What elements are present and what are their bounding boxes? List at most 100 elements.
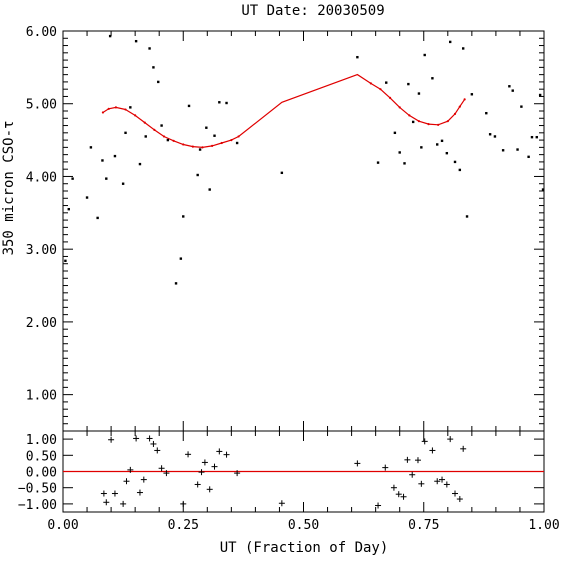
tau-point [144, 135, 147, 138]
tau-point [458, 168, 462, 172]
fit-point [134, 114, 137, 117]
tau-point [174, 282, 178, 285]
residual-y-tick-label: 1.00 [26, 433, 57, 448]
residual-point [421, 438, 428, 445]
fit-point [237, 135, 240, 138]
residual-point [136, 489, 143, 496]
tau-point [108, 34, 112, 38]
tau-point [196, 173, 199, 177]
tau-point [420, 146, 423, 149]
x-axis-label: UT (Fraction of Day) [220, 540, 389, 556]
tau-point [96, 216, 99, 220]
tau-point [148, 47, 151, 50]
residual-point [163, 470, 170, 477]
tau-point [449, 40, 452, 44]
tau-point [431, 77, 434, 80]
tau-point [511, 89, 514, 92]
residual-point [180, 500, 187, 507]
tau-point [516, 148, 519, 151]
residual-point [456, 496, 463, 503]
tau-point [198, 148, 202, 151]
residual-point [395, 491, 402, 498]
tau-point [85, 196, 89, 199]
tau-point [385, 81, 388, 84]
residual-point [409, 471, 416, 478]
residual-point [429, 447, 436, 454]
fit-point [463, 98, 466, 101]
fit-point [437, 123, 440, 126]
chart-title: UT Date: 20030509 [241, 3, 384, 19]
x-tick-label: 1.00 [528, 518, 559, 533]
residual-y-tick-label: −1.00 [18, 498, 57, 513]
fit-point [172, 139, 175, 142]
residual-point [194, 481, 201, 488]
fit-point [230, 138, 233, 142]
fit-point [143, 121, 146, 124]
residual-point [201, 459, 208, 466]
residual-point [108, 436, 115, 443]
tau-point [407, 82, 410, 86]
fit-point [388, 96, 392, 100]
fit-point [220, 141, 223, 145]
residual-point [443, 481, 450, 488]
tau-point [403, 162, 406, 165]
residual-point [234, 470, 241, 477]
tau-point [124, 131, 127, 135]
tau-point [530, 135, 534, 139]
residual-point [133, 435, 140, 442]
y-tick-label: 1.00 [26, 389, 57, 404]
fit-point [446, 120, 449, 123]
fit-point [427, 122, 430, 126]
tau-point [541, 188, 545, 191]
residual-point [158, 465, 165, 472]
tau-point [71, 177, 74, 180]
tau-point [508, 85, 511, 88]
fit-point [379, 88, 382, 91]
x-tick-label: 0.00 [47, 518, 78, 533]
residual-point [198, 469, 205, 476]
fit-point [124, 108, 127, 111]
tau-point [64, 259, 67, 263]
tau-point [89, 146, 93, 149]
tau-point [121, 182, 125, 185]
fit-curve [101, 73, 466, 149]
tau-point [417, 92, 421, 95]
fit-point [191, 145, 194, 148]
tau-point [376, 161, 380, 164]
tau-point [453, 160, 457, 164]
residual-point [211, 463, 218, 470]
fit-point [153, 128, 156, 132]
residual-point [460, 445, 467, 452]
fit-line [102, 73, 466, 149]
residual-point [390, 484, 397, 491]
residual-point [434, 478, 441, 485]
tau-point [445, 151, 449, 155]
tau-point [356, 55, 359, 59]
tau-point [393, 131, 397, 135]
residual-point [150, 440, 157, 447]
residual-point [375, 502, 382, 509]
y-tick-label: 4.00 [26, 170, 57, 185]
residual-point [185, 451, 192, 458]
fit-point [114, 106, 118, 109]
residual-y-tick-label: 0.00 [26, 466, 57, 481]
residual-point [382, 464, 389, 471]
residual-point [120, 500, 127, 507]
fit-point [211, 144, 214, 148]
residual-points [100, 435, 467, 509]
fit-point [458, 105, 461, 108]
residual-point [123, 478, 130, 485]
tau-point [470, 93, 474, 96]
residual-point [400, 493, 407, 500]
tau-point [436, 143, 439, 146]
tau-point [411, 120, 415, 124]
x-tick-label: 0.75 [408, 518, 439, 533]
tau-point [527, 155, 530, 159]
tau-point [398, 151, 401, 154]
tau-point [157, 80, 160, 84]
top-axis-ticks: 1.00 2.00 3.00 4.00 5.00 6.00 [26, 25, 545, 431]
residual-point [103, 499, 110, 506]
y-tick-label: 3.00 [26, 243, 57, 258]
tau-point [280, 171, 284, 175]
